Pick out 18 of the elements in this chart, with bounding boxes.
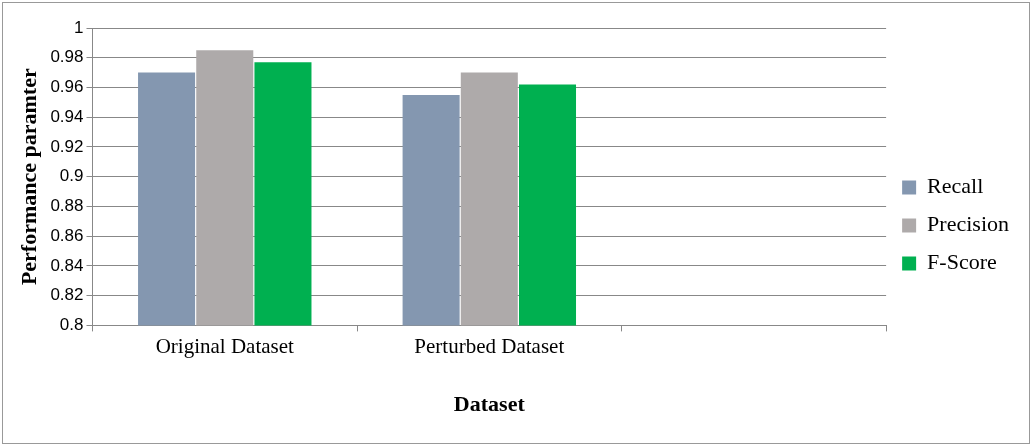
x-tick-label: Perturbed Dataset (414, 333, 565, 358)
y-tick-label: 0.96 (50, 77, 84, 97)
legend-label: F-Score (927, 249, 997, 275)
x-tick-label: Original Dataset (155, 333, 295, 358)
y-tick-label: 0.84 (50, 255, 84, 275)
x-axis-title: Dataset (453, 391, 526, 417)
y-tick-label: 0.8 (59, 315, 84, 335)
y-tick-label: 0.88 (50, 196, 84, 216)
y-tick-label: 0.98 (50, 47, 84, 67)
y-tick-label: 0.86 (50, 225, 84, 245)
legend-label: Precision (927, 211, 1010, 237)
y-tick-label: 0.94 (50, 106, 84, 126)
y-tick-label: 0.92 (50, 136, 84, 156)
y-tick-label: 0.9 (59, 166, 84, 186)
y-tick-label: 0.82 (50, 285, 84, 305)
y-tick-label: 1 (74, 17, 84, 37)
legend-label: Recall (927, 173, 984, 199)
y-axis-title: Performance paramter (15, 68, 41, 286)
